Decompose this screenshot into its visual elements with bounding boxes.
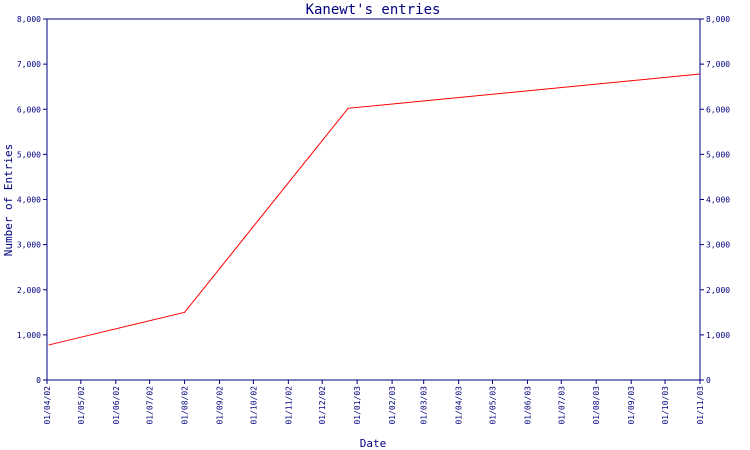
plot-frame — [46, 18, 701, 381]
data-point — [347, 107, 349, 109]
x-tick-label: 01/12/02 — [318, 386, 327, 425]
y-tick-label-left: 6,000 — [17, 105, 41, 114]
x-tick-label: 01/06/02 — [112, 386, 121, 425]
y-axis-right: 0 1,000 2,000 3,000 4,000 5,000 6,000 7,000 8,00… — [700, 15, 730, 385]
x-tick-label: 01/08/02 — [181, 386, 190, 425]
y-tick-label-left: 5,000 — [17, 150, 41, 159]
x-tick-label: 01/07/03 — [557, 386, 566, 425]
x-tick-label: 01/10/03 — [661, 386, 670, 425]
y-tick-label-left: 2,000 — [17, 286, 41, 295]
x-tick-label: 01/01/03 — [353, 386, 362, 425]
data-point — [183, 311, 186, 313]
y-tick-label-right: 0 — [706, 376, 711, 385]
y-tick-label-left: 3,000 — [17, 241, 41, 250]
x-tick-label: 01/02/03 — [388, 386, 397, 425]
chart-title: Kanewt's entries — [306, 2, 441, 18]
x-tick-label: 01/11/02 — [284, 386, 293, 425]
x-axis: 01/04/02 01/05/02 01/06/02 01/07/02 01/08/02… — [43, 380, 705, 425]
y-tick-label-right: 1,000 — [706, 331, 730, 340]
x-tick-label: 01/11/03 — [696, 386, 705, 425]
x-tick-label: 01/09/03 — [627, 386, 636, 425]
series-layer — [48, 73, 700, 346]
y-tick-label-right: 6,000 — [706, 105, 730, 114]
data-point — [48, 344, 50, 346]
x-tick-label: 01/03/03 — [420, 386, 429, 425]
y-tick-label-right: 5,000 — [706, 150, 730, 159]
y-tick-label-right: 3,000 — [706, 241, 730, 250]
y-tick-label-right: 7,000 — [706, 60, 730, 69]
x-tick-label: 01/07/02 — [146, 386, 155, 425]
x-tick-label: 01/06/03 — [523, 386, 532, 425]
y-tick-label-left: 8,000 — [17, 15, 41, 24]
y-tick-label-right: 8,000 — [706, 15, 730, 24]
x-tick-label: 01/10/02 — [249, 386, 258, 425]
y-tick-label-right: 4,000 — [706, 196, 730, 205]
x-tick-label: 01/04/03 — [455, 386, 464, 425]
series-line — [49, 73, 699, 346]
y-axis-title: Number of Entries — [2, 144, 15, 257]
x-tick-label: 01/08/03 — [592, 386, 601, 425]
x-tick-label: 01/05/02 — [77, 386, 86, 425]
y-tick-label-left: 4,000 — [17, 196, 41, 205]
y-tick-label-left: 7,000 — [17, 60, 41, 69]
y-axis-left: 0 1,000 2,000 3,000 4,000 5,000 6,000 7,000 8,00… — [17, 15, 47, 385]
y-tick-label-right: 2,000 — [706, 286, 730, 295]
y-tick-label-left: 0 — [36, 376, 41, 385]
x-axis-title: Date — [360, 437, 387, 450]
x-tick-label: 01/05/03 — [488, 386, 497, 425]
x-tick-label: 01/09/02 — [216, 386, 225, 425]
data-point — [698, 73, 700, 75]
y-tick-label-left: 1,000 — [17, 331, 41, 340]
x-tick-label: 01/04/02 — [43, 386, 52, 425]
